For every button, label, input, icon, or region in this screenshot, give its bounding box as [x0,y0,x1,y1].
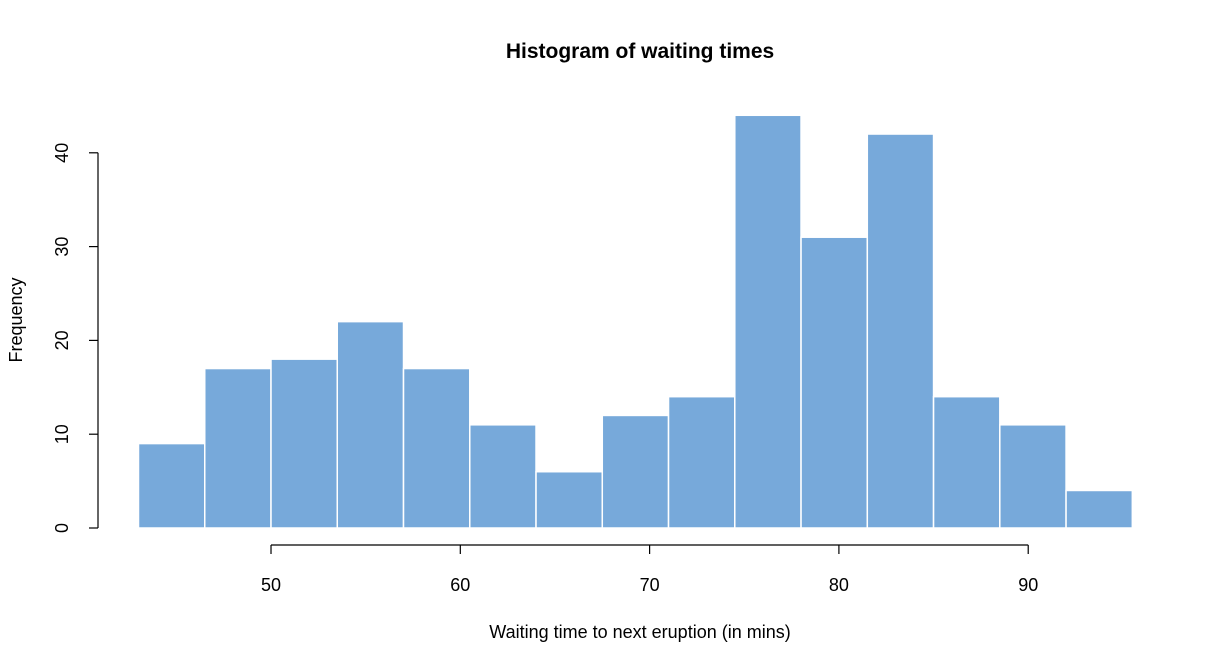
histogram-bar [866,133,935,529]
histogram-bar [402,367,471,529]
x-tick-label: 50 [261,575,281,595]
histogram-bar [336,320,405,529]
y-tick-label: 40 [52,143,72,163]
y-axis-label: Frequency [6,277,26,362]
histogram-bar [601,414,670,529]
x-tick-label: 70 [640,575,660,595]
histogram-bar [734,114,802,529]
histogram-bar [535,470,604,529]
x-tick-label: 90 [1018,575,1038,595]
histogram-bar [999,424,1067,529]
histogram-bar [1065,489,1134,529]
histogram-bar [204,367,272,529]
histogram-bar [667,395,736,529]
histogram-bar [469,424,537,529]
histogram-bar [932,395,1001,529]
histogram-bar [800,236,869,529]
y-tick-label: 10 [52,424,72,444]
y-tick-label: 30 [52,237,72,257]
y-tick-label: 20 [52,330,72,350]
bars-group [137,114,1134,529]
chart-title: Histogram of waiting times [506,40,774,63]
x-axis-label: Waiting time to next eruption (in mins) [489,622,790,642]
histogram-bar [270,358,339,529]
histogram-bar [137,442,206,529]
y-axis: 0 10 20 30 40 [52,143,99,533]
x-tick-label: 80 [829,575,849,595]
x-tick-label: 60 [450,575,470,595]
x-axis: 50 60 70 80 90 [261,544,1038,595]
y-tick-label: 0 [52,523,72,533]
